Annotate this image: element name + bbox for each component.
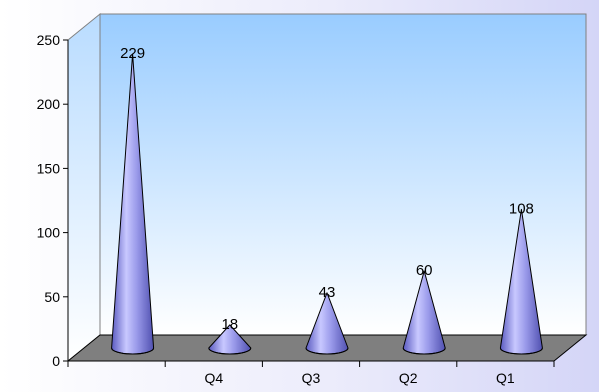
y-tick-label: 250 (37, 32, 61, 48)
cone-base-edge (402, 347, 446, 355)
cone-bar (305, 292, 349, 355)
x-tick-label: Q4 (204, 370, 223, 386)
data-label: 43 (319, 284, 336, 301)
data-labels: 229 18 43 60 108 (120, 45, 534, 333)
y-tick-label: 100 (37, 225, 61, 241)
x-tick-label: Q3 (302, 370, 321, 386)
y-tick-label: 0 (52, 353, 60, 369)
cone-base-edge (208, 347, 252, 355)
side-wall (67, 12, 101, 363)
data-label: 108 (509, 200, 534, 217)
cone-bar (208, 324, 252, 355)
cone-base-edge (111, 347, 155, 355)
cone-bar (402, 270, 446, 355)
data-label: 60 (416, 262, 433, 279)
y-tick-label: 200 (37, 96, 61, 112)
y-tick-label: 50 (44, 289, 60, 305)
series (111, 53, 543, 355)
data-label: 229 (120, 45, 145, 62)
x-axis: Q4 Q3 Q2 Q1 (67, 361, 555, 386)
x-tick-label: Q2 (399, 370, 418, 386)
data-label: 18 (221, 316, 238, 333)
cone-bar (111, 53, 155, 355)
y-tick-label: 150 (37, 160, 61, 176)
cone-bar (499, 208, 543, 355)
y-axis: 0 50 100 150 200 250 (37, 32, 68, 369)
cone-base-edge (305, 347, 349, 355)
x-tick-label: Q1 (496, 370, 515, 386)
cone-base-edge (499, 347, 543, 355)
